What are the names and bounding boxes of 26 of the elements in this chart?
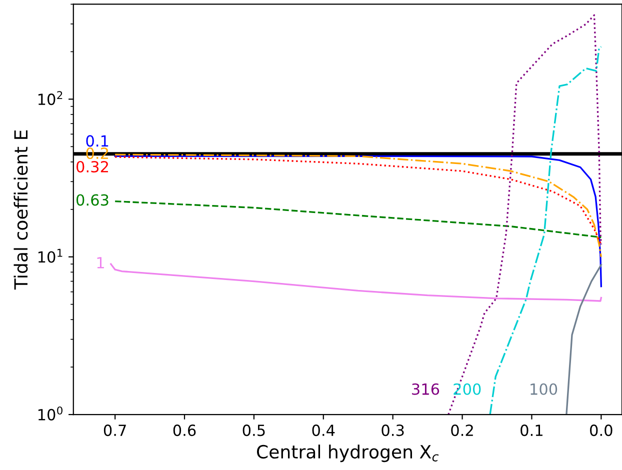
line-series [114,200,602,238]
series-label: 316 [412,383,440,395]
x-tick-label: 0.3 [382,424,404,436]
y-tick-label: 10$^{2}$ [38,91,62,106]
x-tick-label: 0.4 [312,424,335,436]
series-label: 0.63 [76,194,108,206]
y-axis-title: Tidal coefficient E [14,130,28,290]
series-label: 0.32 [76,160,108,173]
x-tick-label: 0.1 [520,424,542,436]
x-tick-label: 0.2 [451,424,473,436]
line-series [114,155,602,288]
line-series [448,14,602,415]
x-tick-label: 0.0 [590,424,612,436]
x-tick-label: 0.6 [173,424,196,436]
line-series [566,264,602,415]
line-series [110,263,602,302]
y-tick-label: 10$^{1}$ [38,248,62,263]
y-tick-label: 10$^{0}$ [38,406,62,420]
x-axis-title: Central hydrogen X$_{c}$ [256,444,439,462]
series-label: 1 [97,257,104,268]
x-tick-label: 0.7 [104,424,126,436]
line-series [489,46,602,415]
x-tick-label: 0.5 [242,424,265,436]
series-label: 0.1 [86,135,108,147]
series-label: 100 [530,383,558,395]
series-label: 200 [454,383,481,395]
